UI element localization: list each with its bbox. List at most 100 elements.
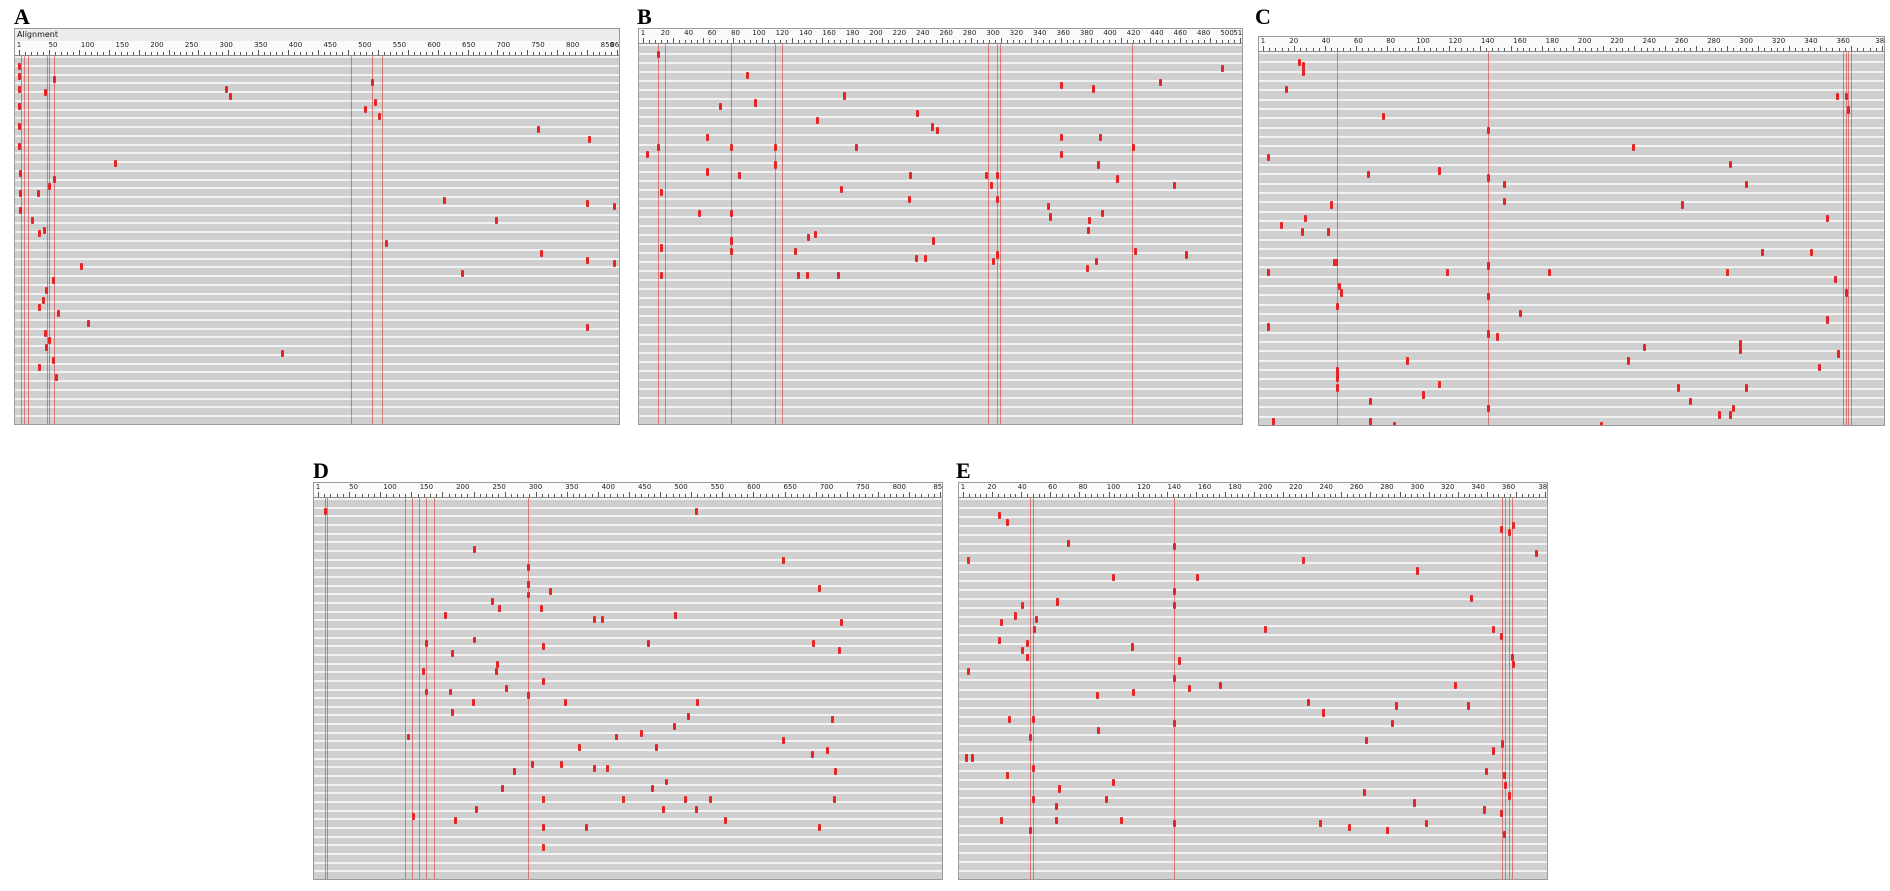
ruler-minor-tick	[485, 52, 487, 55]
row-separator	[314, 636, 942, 639]
ruler-minor-tick	[1114, 494, 1116, 497]
ruler-minor-tick	[1114, 40, 1116, 43]
row-separator	[1259, 322, 1884, 325]
ruler-tick-label: 40	[1017, 483, 1027, 491]
variant-mark	[1059, 82, 1063, 90]
ruler-tick-label: 280	[962, 29, 977, 37]
row-separator	[959, 779, 1547, 782]
ruler-tick-label: 400	[288, 41, 303, 49]
variant-mark	[1297, 58, 1301, 67]
ruler-minor-tick	[323, 52, 325, 55]
variant-mark	[754, 99, 758, 107]
ruler-tick-label: 200	[869, 29, 883, 37]
variant-mark	[374, 99, 378, 107]
ruler-minor-tick	[1132, 40, 1134, 43]
ruler-minor-tick	[1048, 40, 1050, 43]
ruler-minor-tick	[734, 494, 736, 497]
row-separator	[15, 371, 619, 374]
variant-mark	[614, 733, 618, 741]
ruler-minor-tick	[1399, 492, 1401, 497]
row-separator	[639, 288, 1242, 291]
ruler-minor-tick	[533, 52, 535, 55]
ruler-minor-tick	[573, 494, 575, 497]
ruler-minor-tick	[702, 38, 704, 43]
row-separator	[1259, 387, 1884, 390]
ruler-minor-tick	[635, 494, 637, 497]
row-separator	[959, 570, 1547, 573]
ruler-minor-tick	[371, 52, 373, 55]
variant-mark	[843, 92, 847, 100]
ruler-minor-tick	[1721, 48, 1723, 51]
row-separator	[314, 671, 942, 674]
ruler-minor-tick	[120, 52, 122, 55]
row-separator	[959, 697, 1547, 700]
ruler-minor-tick	[551, 52, 553, 55]
ruler-minor-tick	[1009, 494, 1011, 497]
variant-mark	[1056, 598, 1060, 606]
ruler-tick-label: 140	[1480, 37, 1495, 45]
ruler-minor-tick	[1547, 48, 1549, 51]
row-separator	[639, 80, 1242, 83]
ruler-tick-label: 300	[986, 29, 1000, 37]
row-separator	[639, 98, 1242, 101]
variant-mark	[18, 72, 21, 80]
row-separator	[959, 588, 1547, 591]
row-separator	[15, 222, 619, 225]
ruler-minor-tick	[1337, 48, 1339, 51]
row-separator	[1259, 229, 1884, 232]
row-separator	[639, 261, 1242, 264]
variant-mark	[18, 189, 22, 197]
ruler-minor-tick	[726, 40, 728, 43]
ruler-minor-tick	[521, 52, 523, 55]
variant-mark	[661, 806, 665, 814]
variant-mark	[647, 640, 651, 647]
ruler-minor-tick	[1174, 40, 1176, 43]
variant-mark	[38, 229, 42, 237]
variant-mark	[706, 168, 710, 176]
ruler-minor-tick	[1702, 48, 1704, 51]
variant-mark	[51, 276, 55, 284]
ruler-minor-tick	[1533, 494, 1535, 497]
ruler-minor-tick	[1795, 48, 1797, 51]
ruler-minor-tick	[1671, 48, 1673, 51]
ruler-minor-tick	[1382, 494, 1384, 497]
ruler-tick-label: 280	[1380, 483, 1394, 491]
ruler-minor-tick	[1108, 40, 1110, 43]
row-separator	[959, 561, 1547, 564]
ruler-minor-tick	[989, 40, 991, 43]
ruler-minor-tick	[429, 494, 431, 497]
variant-mark	[45, 286, 49, 294]
variant-mark	[454, 816, 458, 824]
ruler-minor-tick	[1207, 494, 1209, 497]
ruler-minor-tick	[1463, 494, 1465, 497]
variant-mark	[1025, 653, 1029, 662]
ruler-minor-tick	[336, 494, 338, 497]
ruler-minor-tick	[1091, 494, 1093, 497]
variant-mark	[1425, 820, 1429, 828]
row-separator	[959, 552, 1547, 555]
ruler-minor-tick	[1138, 40, 1140, 43]
row-separator	[639, 369, 1242, 372]
ruler-minor-tick	[859, 494, 861, 497]
ruler-minor-tick	[923, 40, 925, 43]
ruler-minor-tick	[1067, 494, 1069, 497]
variant-mark	[1031, 764, 1035, 772]
variable-column-line	[658, 44, 660, 424]
ruler-minor-tick	[1358, 494, 1360, 497]
ruler-minor-tick	[523, 494, 525, 497]
ruler-minor-tick	[1387, 494, 1389, 497]
variable-column-line	[775, 44, 777, 424]
variant-mark	[578, 743, 582, 751]
variant-mark	[495, 216, 499, 224]
variant-mark	[915, 109, 919, 117]
variant-mark	[729, 209, 733, 218]
row-separator	[639, 107, 1242, 110]
ruler-minor-tick	[798, 40, 800, 43]
ruler-minor-tick	[953, 40, 955, 43]
variant-mark	[1116, 175, 1120, 183]
variant-mark	[698, 209, 702, 218]
ruler-minor-tick	[786, 40, 788, 43]
ruler-tick-label: 150	[419, 483, 434, 491]
row-separator	[959, 860, 1547, 863]
ruler-minor-tick	[1539, 494, 1541, 497]
